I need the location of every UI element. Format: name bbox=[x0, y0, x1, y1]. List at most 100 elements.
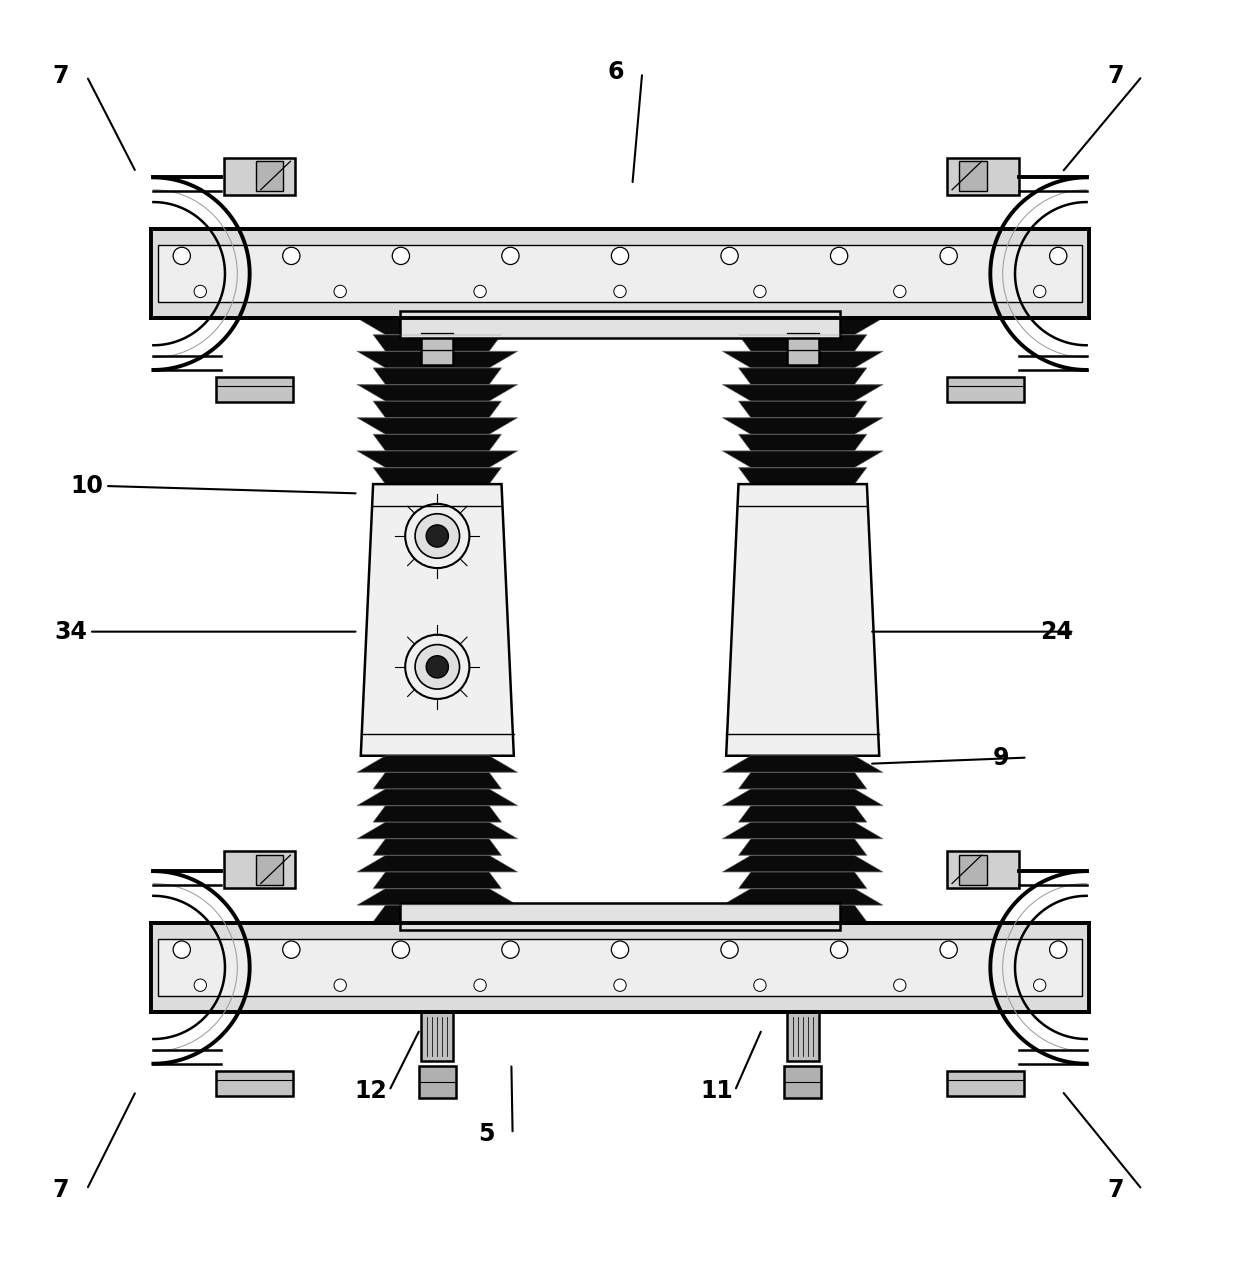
Circle shape bbox=[474, 979, 486, 992]
Bar bbox=[216, 377, 293, 402]
Bar bbox=[786, 1012, 818, 1061]
Polygon shape bbox=[373, 872, 501, 889]
Circle shape bbox=[940, 942, 957, 958]
Text: 34: 34 bbox=[55, 620, 88, 644]
Polygon shape bbox=[357, 451, 517, 468]
Polygon shape bbox=[739, 434, 867, 451]
Text: 24: 24 bbox=[1039, 620, 1073, 644]
Circle shape bbox=[334, 979, 346, 992]
Polygon shape bbox=[739, 335, 867, 352]
Circle shape bbox=[415, 644, 460, 689]
Polygon shape bbox=[357, 417, 517, 434]
Text: 7: 7 bbox=[52, 1177, 68, 1202]
Bar bbox=[401, 310, 839, 337]
Circle shape bbox=[611, 247, 629, 264]
Circle shape bbox=[334, 285, 346, 298]
Circle shape bbox=[502, 942, 520, 958]
Polygon shape bbox=[361, 484, 513, 756]
Bar bbox=[388, 305, 486, 318]
Text: 12: 12 bbox=[355, 1079, 387, 1103]
Polygon shape bbox=[357, 352, 517, 368]
Bar bbox=[419, 1066, 456, 1099]
Circle shape bbox=[283, 942, 300, 958]
Polygon shape bbox=[357, 822, 517, 838]
Bar bbox=[401, 903, 839, 930]
Polygon shape bbox=[357, 756, 517, 773]
Circle shape bbox=[1033, 285, 1045, 298]
Bar bbox=[947, 851, 1019, 889]
Polygon shape bbox=[357, 385, 517, 401]
Bar bbox=[223, 157, 295, 194]
Bar bbox=[754, 305, 852, 318]
Circle shape bbox=[427, 526, 449, 547]
Bar bbox=[159, 939, 1081, 996]
Polygon shape bbox=[723, 352, 883, 368]
Polygon shape bbox=[739, 468, 867, 484]
Circle shape bbox=[392, 247, 409, 264]
Bar bbox=[786, 318, 818, 365]
Circle shape bbox=[1049, 942, 1066, 958]
Polygon shape bbox=[357, 889, 517, 905]
Polygon shape bbox=[739, 838, 867, 855]
Circle shape bbox=[614, 979, 626, 992]
Text: 7: 7 bbox=[52, 64, 68, 88]
Bar bbox=[388, 922, 486, 935]
Bar bbox=[947, 1072, 1024, 1096]
Bar bbox=[754, 922, 852, 935]
Text: 9: 9 bbox=[993, 746, 1009, 769]
Polygon shape bbox=[739, 805, 867, 822]
Text: 11: 11 bbox=[701, 1079, 733, 1103]
Circle shape bbox=[405, 504, 470, 568]
Bar bbox=[216, 1072, 293, 1096]
Polygon shape bbox=[373, 773, 501, 790]
Text: 10: 10 bbox=[71, 474, 104, 498]
Bar bbox=[255, 855, 283, 885]
Circle shape bbox=[502, 247, 520, 264]
Bar bbox=[255, 161, 283, 191]
Circle shape bbox=[195, 285, 207, 298]
Bar bbox=[947, 377, 1024, 402]
Circle shape bbox=[894, 979, 906, 992]
Polygon shape bbox=[739, 368, 867, 385]
Bar bbox=[151, 923, 1089, 1012]
Text: 7: 7 bbox=[1107, 64, 1125, 88]
Polygon shape bbox=[373, 434, 501, 451]
Bar bbox=[947, 157, 1019, 194]
Bar bbox=[159, 245, 1081, 303]
Circle shape bbox=[174, 247, 191, 264]
Bar bbox=[784, 1066, 821, 1099]
Polygon shape bbox=[723, 855, 883, 872]
Polygon shape bbox=[739, 905, 867, 922]
Circle shape bbox=[940, 247, 957, 264]
Polygon shape bbox=[357, 790, 517, 805]
Bar bbox=[422, 1012, 454, 1061]
Circle shape bbox=[405, 635, 470, 699]
Circle shape bbox=[283, 247, 300, 264]
Text: 6: 6 bbox=[608, 61, 624, 85]
Circle shape bbox=[611, 942, 629, 958]
Polygon shape bbox=[723, 756, 883, 773]
Polygon shape bbox=[723, 889, 883, 905]
Bar bbox=[960, 855, 987, 885]
Polygon shape bbox=[373, 905, 501, 922]
Polygon shape bbox=[723, 385, 883, 401]
Polygon shape bbox=[357, 318, 517, 335]
Polygon shape bbox=[373, 368, 501, 385]
Circle shape bbox=[831, 247, 848, 264]
Circle shape bbox=[1049, 247, 1066, 264]
Polygon shape bbox=[723, 822, 883, 838]
Circle shape bbox=[474, 285, 486, 298]
Polygon shape bbox=[373, 805, 501, 822]
Circle shape bbox=[174, 942, 191, 958]
Circle shape bbox=[754, 979, 766, 992]
Bar bbox=[960, 161, 987, 191]
Circle shape bbox=[720, 942, 738, 958]
Polygon shape bbox=[373, 401, 501, 417]
Bar bbox=[223, 851, 295, 889]
Circle shape bbox=[415, 514, 460, 558]
Circle shape bbox=[720, 247, 738, 264]
Polygon shape bbox=[723, 318, 883, 335]
Circle shape bbox=[392, 942, 409, 958]
Text: 7: 7 bbox=[1107, 1177, 1125, 1202]
Circle shape bbox=[427, 656, 449, 677]
